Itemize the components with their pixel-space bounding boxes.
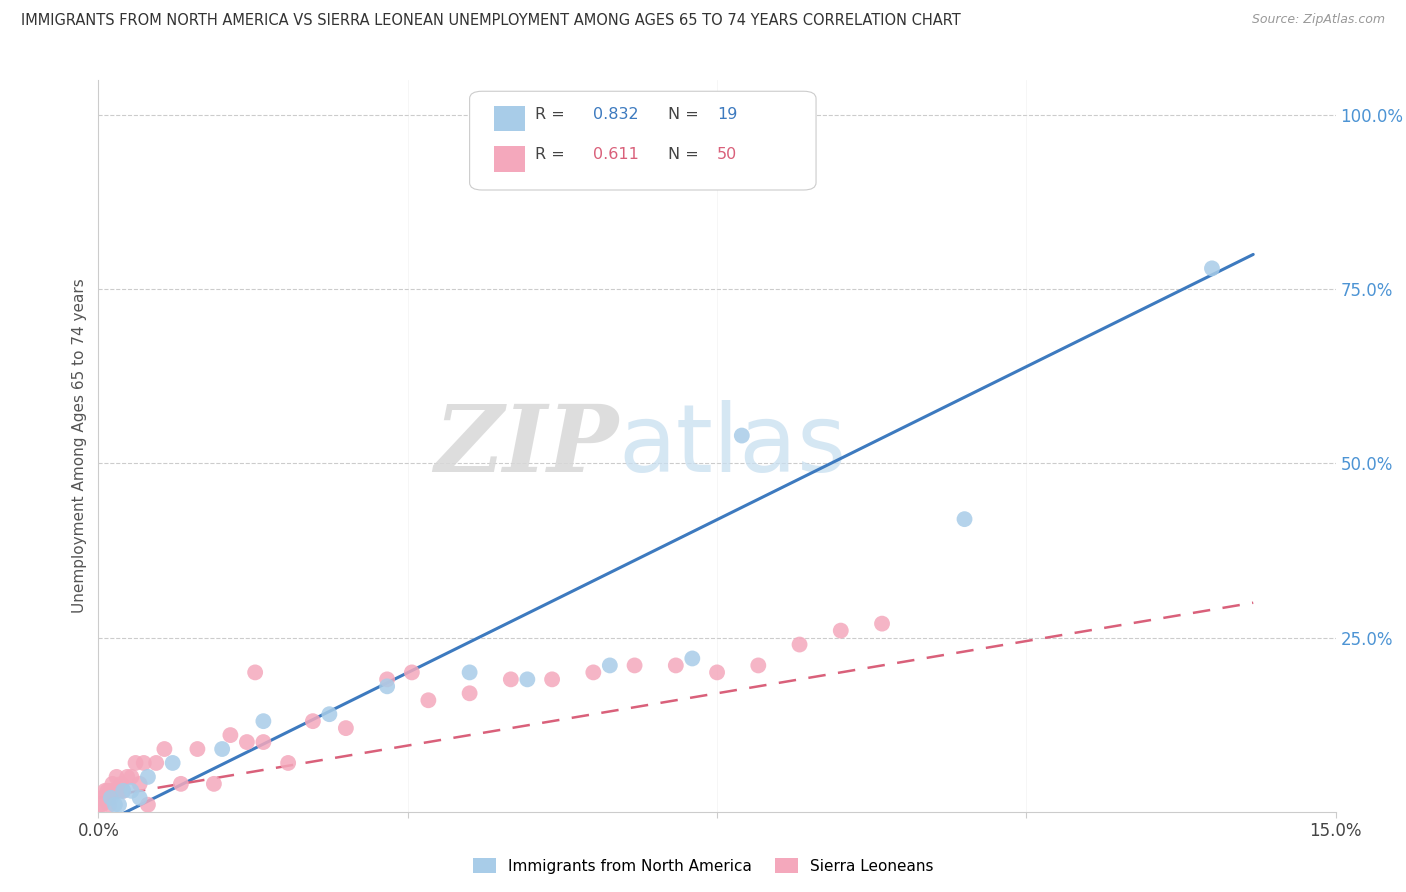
Text: IMMIGRANTS FROM NORTH AMERICA VS SIERRA LEONEAN UNEMPLOYMENT AMONG AGES 65 TO 74: IMMIGRANTS FROM NORTH AMERICA VS SIERRA … [21, 13, 960, 29]
Point [96, 790, 118, 805]
Point [91, 790, 114, 805]
Point [98, 797, 121, 812]
Text: R =: R = [536, 107, 569, 122]
Point [706, 665, 728, 680]
Point [128, 777, 150, 791]
Point [789, 638, 811, 652]
Point [318, 707, 340, 722]
Point [277, 756, 299, 770]
Point [418, 693, 440, 707]
Point [94, 790, 117, 805]
Point [97, 790, 120, 805]
Point [100, 790, 122, 805]
Point [153, 742, 176, 756]
Point [211, 742, 233, 756]
Point [162, 756, 184, 770]
Text: 0.611: 0.611 [593, 147, 640, 162]
Point [89, 797, 111, 812]
Legend: Immigrants from North America, Sierra Leoneans: Immigrants from North America, Sierra Le… [467, 852, 939, 880]
Point [219, 728, 242, 742]
Point [516, 673, 538, 687]
Point [623, 658, 645, 673]
Point [375, 679, 398, 693]
Point [112, 784, 135, 798]
Text: atlas: atlas [619, 400, 846, 492]
Point [128, 790, 150, 805]
Point [747, 658, 769, 673]
Point [499, 673, 522, 687]
Bar [495, 106, 526, 131]
Point [108, 784, 131, 798]
Point [132, 756, 155, 770]
Text: N =: N = [668, 147, 703, 162]
Point [101, 777, 124, 791]
Point [186, 742, 208, 756]
Point [136, 797, 159, 812]
Point [665, 658, 688, 673]
Point [401, 665, 423, 680]
Point [100, 784, 122, 798]
Point [104, 784, 127, 798]
Point [104, 797, 127, 812]
Point [96, 784, 118, 798]
Point [112, 784, 135, 798]
Text: ZIP: ZIP [434, 401, 619, 491]
Point [1201, 261, 1223, 276]
Point [252, 714, 274, 728]
Point [120, 784, 142, 798]
Point [681, 651, 703, 665]
Point [243, 665, 266, 680]
Text: N =: N = [668, 107, 703, 122]
Point [170, 777, 193, 791]
Text: Source: ZipAtlas.com: Source: ZipAtlas.com [1251, 13, 1385, 27]
Point [458, 686, 481, 700]
Point [731, 428, 754, 442]
Point [94, 784, 117, 798]
Point [541, 673, 564, 687]
Point [236, 735, 259, 749]
Point [120, 770, 142, 784]
Point [302, 714, 325, 728]
Point [110, 777, 132, 791]
Point [90, 797, 112, 812]
Point [136, 770, 159, 784]
Point [124, 756, 146, 770]
Point [582, 665, 605, 680]
Point [93, 790, 115, 805]
Point [375, 673, 398, 687]
Point [93, 790, 115, 805]
FancyBboxPatch shape [470, 91, 815, 190]
Point [145, 756, 167, 770]
Point [870, 616, 893, 631]
Point [335, 721, 357, 735]
Point [202, 777, 225, 791]
Point [108, 797, 131, 812]
Point [458, 665, 481, 680]
Point [599, 658, 621, 673]
Point [105, 770, 128, 784]
Point [830, 624, 852, 638]
Text: 0.832: 0.832 [593, 107, 638, 122]
Point [117, 770, 139, 784]
Bar [495, 146, 526, 171]
Point [953, 512, 976, 526]
Y-axis label: Unemployment Among Ages 65 to 74 years: Unemployment Among Ages 65 to 74 years [72, 278, 87, 614]
Text: R =: R = [536, 147, 569, 162]
Text: 50: 50 [717, 147, 737, 162]
Text: 19: 19 [717, 107, 737, 122]
Point [252, 735, 274, 749]
